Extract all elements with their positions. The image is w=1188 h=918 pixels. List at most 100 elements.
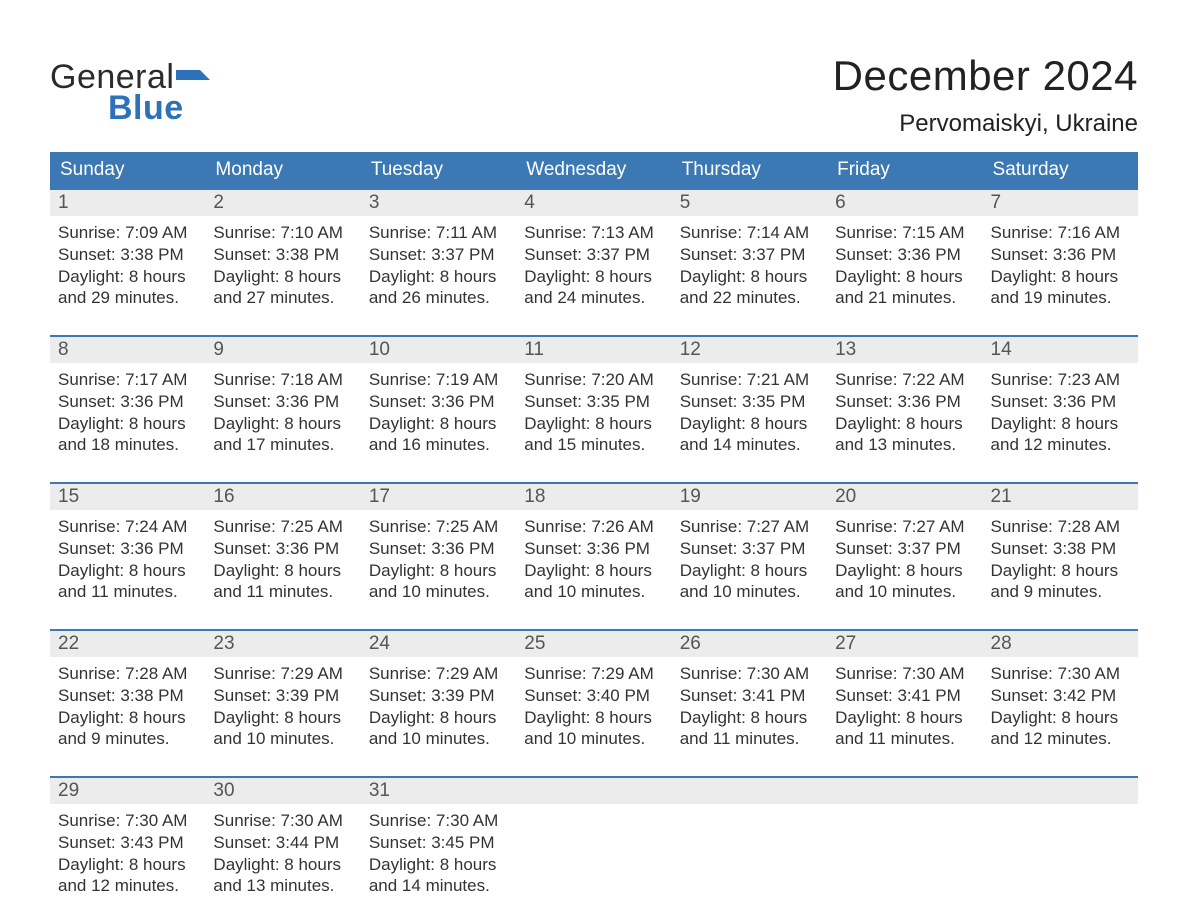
day-number: 5 <box>672 190 827 216</box>
day-number: 7 <box>983 190 1138 216</box>
day-number-row: 20 <box>827 484 982 510</box>
day-sunrise-text: Sunrise: 7:10 AM <box>213 222 352 244</box>
calendar-day-cell: 23Sunrise: 7:29 AMSunset: 3:39 PMDayligh… <box>205 631 360 750</box>
day-day2-text: and 16 minutes. <box>369 434 508 456</box>
day-day1-text: Daylight: 8 hours <box>835 266 974 288</box>
day-number: 14 <box>983 337 1138 363</box>
day-sunset-text: Sunset: 3:36 PM <box>524 538 663 560</box>
day-number-row: 9 <box>205 337 360 363</box>
calendar-week: 1Sunrise: 7:09 AMSunset: 3:38 PMDaylight… <box>50 188 1138 309</box>
day-number-row: 5 <box>672 190 827 216</box>
day-day2-text: and 10 minutes. <box>213 728 352 750</box>
day-day1-text: Daylight: 8 hours <box>680 413 819 435</box>
day-sunset-text: Sunset: 3:36 PM <box>213 538 352 560</box>
calendar-day-cell: . <box>672 778 827 897</box>
day-sunrise-text: Sunrise: 7:22 AM <box>835 369 974 391</box>
day-body: Sunrise: 7:24 AMSunset: 3:36 PMDaylight:… <box>50 510 205 603</box>
day-sunrise-text: Sunrise: 7:26 AM <box>524 516 663 538</box>
weekday-header: Thursday <box>672 152 827 188</box>
day-day2-text: and 11 minutes. <box>58 581 197 603</box>
calendar-day-cell: 18 Sunrise: 7:26 AMSunset: 3:36 PMDayligh… <box>516 484 671 603</box>
brand-word-2: Blue <box>108 89 184 128</box>
day-day1-text: Daylight: 8 hours <box>835 413 974 435</box>
day-number-row: 18 <box>516 484 671 510</box>
day-sunset-text: Sunset: 3:36 PM <box>369 391 508 413</box>
day-number: 26 <box>672 631 827 657</box>
day-number-row: . <box>983 778 1138 804</box>
day-day1-text: Daylight: 8 hours <box>524 560 663 582</box>
day-day1-text: Daylight: 8 hours <box>991 266 1130 288</box>
day-number-row: 28 <box>983 631 1138 657</box>
day-body: Sunrise: 7:19 AMSunset: 3:36 PMDaylight:… <box>361 363 516 456</box>
weekday-header: Monday <box>205 152 360 188</box>
day-number-row: 23 <box>205 631 360 657</box>
day-number: 30 <box>205 778 360 804</box>
day-number-row: . <box>516 778 671 804</box>
day-sunset-text: Sunset: 3:44 PM <box>213 832 352 854</box>
weekday-header: Friday <box>827 152 982 188</box>
day-number: 10 <box>361 337 516 363</box>
day-sunrise-text: Sunrise: 7:30 AM <box>58 810 197 832</box>
calendar-day-cell: 10Sunrise: 7:19 AMSunset: 3:36 PMDayligh… <box>361 337 516 456</box>
location-subtitle: Pervomaiskyi, Ukraine <box>833 110 1138 138</box>
calendar-day-cell: . <box>516 778 671 897</box>
calendar-day-cell: 15Sunrise: 7:24 AMSunset: 3:36 PMDayligh… <box>50 484 205 603</box>
day-number: 13 <box>827 337 982 363</box>
day-day1-text: Daylight: 8 hours <box>213 707 352 729</box>
calendar-day-cell: . <box>983 778 1138 897</box>
calendar-day-cell: 5Sunrise: 7:14 AMSunset: 3:37 PMDaylight… <box>672 190 827 309</box>
day-body: Sunrise: 7:09 AMSunset: 3:38 PMDaylight:… <box>50 216 205 309</box>
day-day2-text: and 10 minutes. <box>369 581 508 603</box>
day-day2-text: and 21 minutes. <box>835 287 974 309</box>
day-day1-text: Daylight: 8 hours <box>213 560 352 582</box>
day-number: 23 <box>205 631 360 657</box>
day-day1-text: Daylight: 8 hours <box>213 266 352 288</box>
day-number: 20 <box>827 484 982 510</box>
day-number-row: 14 <box>983 337 1138 363</box>
day-number-row: 8 <box>50 337 205 363</box>
day-body: Sunrise: 7:25 AMSunset: 3:36 PMDaylight:… <box>205 510 360 603</box>
day-number: 28 <box>983 631 1138 657</box>
day-sunrise-text: Sunrise: 7:30 AM <box>213 810 352 832</box>
day-sunrise-text: Sunrise: 7:29 AM <box>524 663 663 685</box>
day-sunset-text: Sunset: 3:37 PM <box>369 244 508 266</box>
day-number-row: 13 <box>827 337 982 363</box>
day-sunrise-text: Sunrise: 7:09 AM <box>58 222 197 244</box>
day-sunset-text: Sunset: 3:37 PM <box>835 538 974 560</box>
day-number: 3 <box>361 190 516 216</box>
day-day1-text: Daylight: 8 hours <box>991 560 1130 582</box>
day-sunset-text: Sunset: 3:35 PM <box>524 391 663 413</box>
day-body: Sunrise: 7:25 AMSunset: 3:36 PMDaylight:… <box>361 510 516 603</box>
day-number-row: 21 <box>983 484 1138 510</box>
day-sunset-text: Sunset: 3:43 PM <box>58 832 197 854</box>
day-body: Sunrise: 7:30 AMSunset: 3:41 PMDaylight:… <box>672 657 827 750</box>
day-number: 25 <box>516 631 671 657</box>
day-sunrise-text: Sunrise: 7:27 AM <box>835 516 974 538</box>
calendar-day-cell: 31Sunrise: 7:30 AMSunset: 3:45 PMDayligh… <box>361 778 516 897</box>
day-number-row: 10 <box>361 337 516 363</box>
day-number-row: 19 <box>672 484 827 510</box>
day-day1-text: Daylight: 8 hours <box>369 413 508 435</box>
weekday-header: Wednesday <box>516 152 671 188</box>
day-sunrise-text: Sunrise: 7:19 AM <box>369 369 508 391</box>
day-day1-text: Daylight: 8 hours <box>680 707 819 729</box>
day-number: 4 <box>516 190 671 216</box>
calendar-day-cell: 17Sunrise: 7:25 AMSunset: 3:36 PMDayligh… <box>361 484 516 603</box>
day-day2-text: and 24 minutes. <box>524 287 663 309</box>
day-body: Sunrise: 7:29 AMSunset: 3:40 PMDaylight:… <box>516 657 671 750</box>
day-number-row: 15 <box>50 484 205 510</box>
day-day2-text: and 29 minutes. <box>58 287 197 309</box>
day-day1-text: Daylight: 8 hours <box>524 707 663 729</box>
day-sunset-text: Sunset: 3:41 PM <box>680 685 819 707</box>
day-number: 29 <box>50 778 205 804</box>
day-day2-text: and 11 minutes. <box>213 581 352 603</box>
day-sunrise-text: Sunrise: 7:30 AM <box>680 663 819 685</box>
day-day1-text: Daylight: 8 hours <box>369 560 508 582</box>
day-number: 2 <box>205 190 360 216</box>
calendar-week: 8Sunrise: 7:17 AMSunset: 3:36 PMDaylight… <box>50 335 1138 456</box>
day-sunset-text: Sunset: 3:36 PM <box>991 391 1130 413</box>
day-day2-text: and 10 minutes. <box>524 581 663 603</box>
day-day1-text: Daylight: 8 hours <box>58 266 197 288</box>
day-sunset-text: Sunset: 3:39 PM <box>369 685 508 707</box>
day-day2-text: and 22 minutes. <box>680 287 819 309</box>
